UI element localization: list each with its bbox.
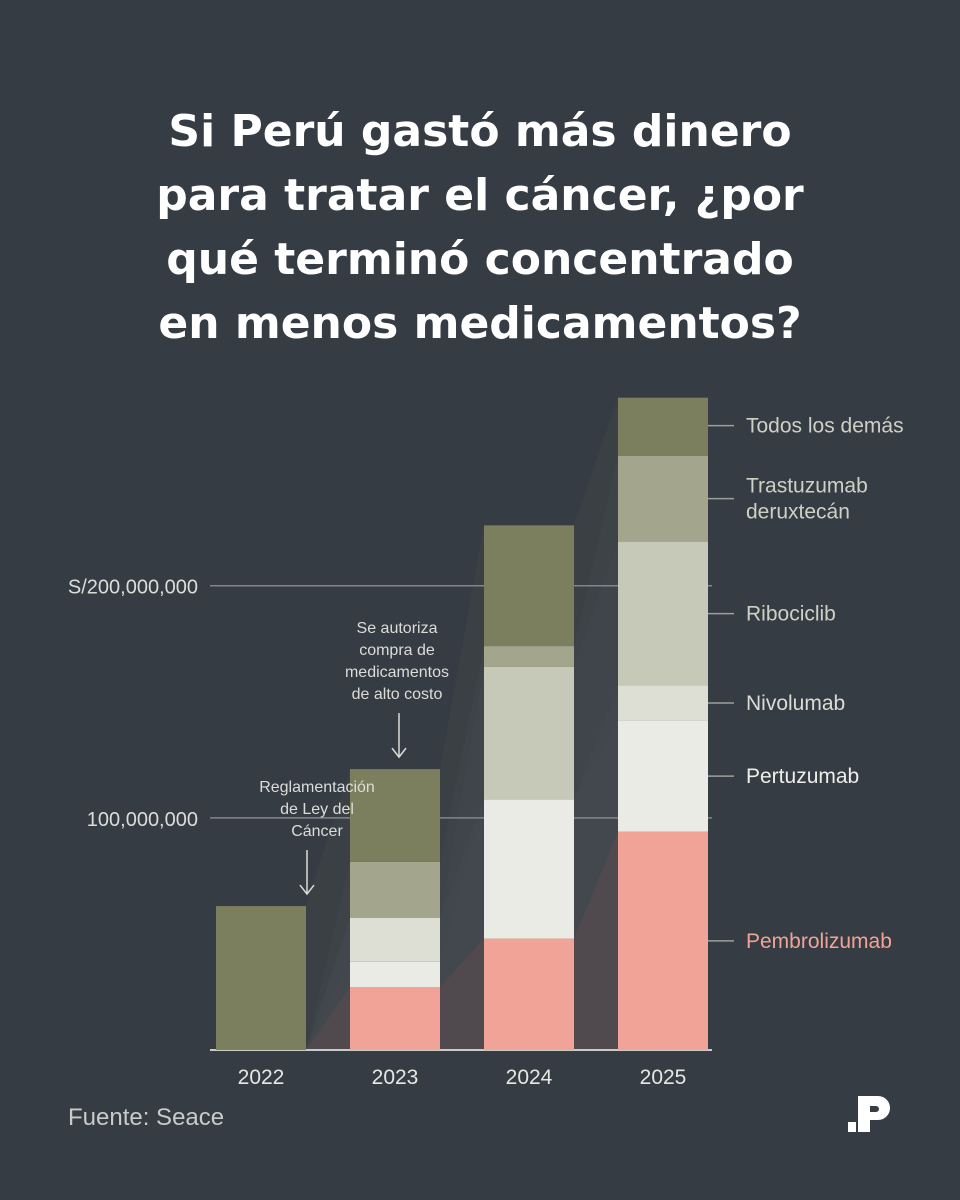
connector-band [306, 861, 350, 1050]
annotation-text: de Ley del [280, 801, 354, 818]
title-line: para tratar el cáncer, ¿por [156, 170, 804, 221]
bar-segment [216, 906, 306, 1050]
title-line: Si Perú gastó más dinero [168, 106, 792, 157]
bar-segment [618, 541, 708, 686]
series-label: deruxtecán [746, 501, 850, 524]
annotation-text: de alto costo [352, 686, 443, 703]
x-tick-label: 2025 [640, 1066, 687, 1089]
annotation-text: compra de [359, 642, 435, 659]
bar-segment [618, 720, 708, 832]
source-note: Fuente: Seace [68, 1104, 225, 1131]
x-tick-label: 2024 [506, 1066, 553, 1089]
connector-band [306, 987, 350, 1050]
bar-segment [484, 666, 574, 800]
series-label: Ribociclib [746, 603, 836, 626]
series-label: Nivolumab [746, 692, 845, 715]
bar-segment [618, 685, 708, 721]
bar-segment [350, 917, 440, 962]
bar-layer [216, 397, 708, 1050]
label-layer: 100,000,000 S/200,000,000 2022 2023 2024 2025… [68, 415, 904, 1089]
bar-segment [618, 455, 708, 542]
connector-band [440, 525, 484, 862]
chart-title: Si Perú gastó más dinero para tratar el … [0, 100, 960, 356]
connector-band [306, 917, 350, 1050]
bar-segment [484, 938, 574, 1050]
series-label: Pembrolizumab [746, 930, 892, 953]
connector-band [306, 961, 350, 1050]
y-tick-label: 100,000,000 [87, 809, 198, 831]
connector-band [574, 720, 618, 939]
annotation-text: Se autoriza [357, 620, 438, 637]
x-tick-label: 2022 [238, 1066, 285, 1089]
connector-band [574, 685, 618, 800]
x-tick-label: 2023 [372, 1066, 419, 1089]
series-label: Todos los demás [746, 415, 904, 438]
connector-band [574, 831, 618, 1050]
bar-segment [618, 397, 708, 456]
y-tick-label: S/200,000,000 [68, 577, 198, 599]
annotation-text: Cáncer [291, 823, 343, 840]
annotation-arrowhead [391, 747, 407, 759]
title-line: en menos medicamentos? [158, 298, 802, 349]
title-line: qué terminó concentrado [166, 234, 794, 285]
bar-segment [350, 769, 440, 862]
connector-band [440, 666, 484, 918]
annotation-text: Reglamentación [259, 779, 375, 796]
bar-segment [350, 861, 440, 918]
bar-segment [618, 831, 708, 1050]
annotation-arrowhead [299, 884, 315, 896]
annotation-text: medicamentos [345, 664, 449, 681]
connector-band [440, 938, 484, 1050]
connector-band [440, 646, 484, 918]
connector-band [306, 769, 350, 1050]
bar-segment [484, 646, 574, 667]
connector-band [574, 541, 618, 800]
bar-segment [484, 525, 574, 647]
publisher-logo-icon [848, 1096, 890, 1132]
bar-segment [350, 987, 440, 1050]
connector-band [574, 455, 618, 667]
series-label: Trastuzumab [746, 475, 868, 498]
bar-segment [350, 961, 440, 988]
connector-band [574, 397, 618, 647]
connector-layer [306, 397, 618, 1050]
connector-band [440, 799, 484, 962]
connector-band [440, 799, 484, 988]
series-label: Pertuzumab [746, 765, 859, 788]
bar-segment [484, 799, 574, 939]
